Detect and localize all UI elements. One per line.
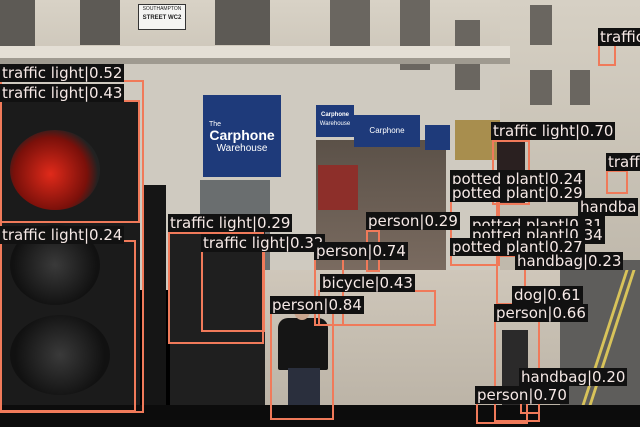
shop-window-red [318,165,358,210]
store-sign-the: The [209,121,222,128]
detection-label: person|0.74 [314,242,408,260]
cornice-shadow [0,58,510,64]
detection-label: traffic light|0.24 [0,226,125,244]
upper-window [0,0,35,50]
window-frame-bottom [0,405,640,427]
detection-box [0,100,140,223]
detection-label: traffic light|0.43 [0,84,125,102]
upper-window [570,70,590,105]
detection-label: bicycle|0.43 [320,274,415,292]
detection-label: traffic light|0.29 [168,214,293,232]
hanging-sign-line2: Warehouse [319,121,351,127]
detection-label: potted plant|0.29 [450,184,585,202]
detection-label: traffic light|0.52 [0,64,125,82]
detection-box [0,240,136,412]
detection-box [270,312,334,420]
upper-window [530,70,552,105]
green-lamp-icon [10,315,110,395]
detection-label: traffic light|0.32 [201,234,326,252]
store-fascia: Carphone Warehouse [354,115,420,147]
detection-label: traffic light|0.70 [491,122,616,140]
detection-label: person|0.70 [475,386,569,404]
upper-window [80,0,120,45]
store-sign-carphone: Carphone [209,127,275,143]
upper-window [530,5,552,45]
detection-label: dog|0.61 [512,286,583,304]
detection-label: traff [606,153,640,171]
detection-box [598,44,616,66]
detection-label: handbag|0.23 [515,252,624,270]
detection-label: potted plant|0.27 [450,238,585,256]
detection-label: person|0.29 [366,212,460,230]
detection-box [201,250,265,332]
person-figure [278,318,328,370]
store-sign-warehouse: Warehouse [216,143,268,154]
street-sign-line2: STREET WC2 [142,15,182,21]
detection-box [606,170,628,194]
detection-label: handbag|0.20 [519,368,628,386]
detection-label: traffic light [598,28,640,46]
store-sign-main: The Carphone Warehouse [203,95,281,177]
store-fascia-end [425,125,450,150]
detection-label: person|0.84 [270,296,364,314]
detection-label: handba [578,198,639,216]
cornice [0,46,510,58]
street-sign-line1: SOUTHAMPTON [142,6,182,12]
upper-window [215,0,270,45]
hanging-sign-line1: Carphone [320,112,349,118]
store-sign-hanging: Carphone Warehouse [316,105,354,137]
traffic-light-housing-mid [170,225,265,410]
red-lamp-icon [10,130,100,210]
detection-label: potted plant|0.24 [450,170,585,188]
street-name-sign: SOUTHAMPTON STREET WC2 [138,4,186,30]
detection-label: person|0.66 [494,304,588,322]
traffic-light-pole [142,185,166,415]
